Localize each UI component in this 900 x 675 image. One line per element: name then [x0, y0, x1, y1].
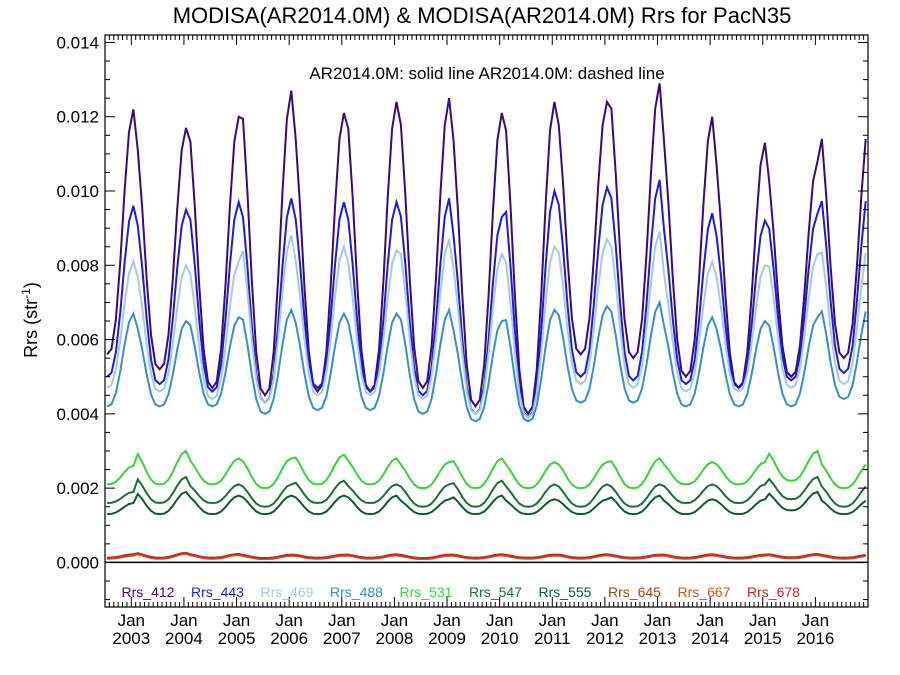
- x-tick-year: 2005: [218, 629, 256, 648]
- x-tick-month: Jan: [749, 611, 776, 630]
- line-style-annotation: AR2014.0M: solid line AR2014.0M: dashed …: [309, 64, 664, 83]
- series-line-rrs-469: [106, 231, 867, 419]
- x-tick-year: 2009: [428, 629, 466, 648]
- x-tick-year: 2010: [481, 629, 519, 648]
- y-tick-label: 0.002: [56, 479, 99, 498]
- y-tick-label: 0.004: [56, 405, 99, 424]
- x-tick-year: 2012: [586, 629, 624, 648]
- series-line-rrs-547: [107, 475, 867, 508]
- x-tick-month: Jan: [802, 611, 829, 630]
- legend-entry: Rrs_547: [469, 584, 522, 600]
- y-tick-label: 0.014: [56, 33, 99, 52]
- x-tick-month: Jan: [644, 611, 671, 630]
- x-axis: Jan2003Jan2004Jan2005Jan2006Jan2007Jan20…: [104, 35, 869, 648]
- x-tick-year: 2011: [534, 629, 571, 648]
- series-line-rrs-443: [106, 179, 867, 420]
- x-tick-month: Jan: [118, 611, 145, 630]
- x-tick-month: Jan: [223, 611, 250, 630]
- x-tick-year: 2003: [112, 629, 150, 648]
- x-tick-month: Jan: [381, 611, 408, 630]
- x-tick-month: Jan: [328, 611, 355, 630]
- y-tick-label: 0.010: [56, 182, 99, 201]
- x-tick-year: 2006: [270, 629, 308, 648]
- x-tick-month: Jan: [696, 611, 723, 630]
- series-line-rrs-667: [107, 552, 866, 561]
- y-axis: 0.000 0.002 0.004 0.006 0.008 0.010 0.012 0.014: [56, 33, 868, 601]
- y-tick-label: 0.008: [56, 256, 99, 275]
- y-axis-label: Rrs (str-1): [19, 282, 41, 358]
- x-tick-year: 2008: [375, 629, 413, 648]
- x-tick-year: 2014: [691, 629, 729, 648]
- series-line-rrs-531: [107, 449, 867, 490]
- x-tick-year: 2004: [165, 629, 203, 648]
- y-tick-label: 0.012: [56, 108, 99, 127]
- legend-entry: Rrs_678: [747, 584, 800, 600]
- legend-entry: Rrs_443: [191, 584, 244, 600]
- x-tick-month: Jan: [486, 611, 513, 630]
- legend-entry: Rrs_667: [678, 584, 731, 600]
- x-tick-month: Jan: [275, 611, 302, 630]
- legend-entry: Rrs_469: [261, 584, 314, 600]
- series-lines: [106, 83, 867, 561]
- legend-entry: Rrs_555: [539, 584, 592, 600]
- x-tick-year: 2007: [323, 629, 361, 648]
- x-tick-year: 2013: [639, 629, 677, 648]
- y-tick-label: 0.000: [56, 553, 99, 572]
- legend-entry: Rrs_531: [400, 584, 453, 600]
- series-line-rrs-678: [107, 551, 866, 560]
- legend-entry: Rrs_488: [330, 584, 383, 600]
- series-line-rrs-488: [106, 299, 867, 423]
- legend-entry: Rrs_412: [122, 584, 175, 600]
- x-tick-year: 2015: [744, 629, 782, 648]
- y-tick-label: 0.006: [56, 331, 99, 350]
- x-tick-year: 2016: [796, 629, 834, 648]
- legend-entry: Rrs_645: [608, 584, 661, 600]
- series-line-rrs-555: [107, 490, 867, 516]
- x-tick-month: Jan: [170, 611, 197, 630]
- chart-title: MODISA(AR2014.0M) & MODISA(AR2014.0M) Rr…: [173, 3, 792, 28]
- legend: Rrs_412 Rrs_443 Rrs_469 Rrs_488 Rrs_531 Rrs_5…: [122, 584, 801, 600]
- x-tick-month: Jan: [433, 611, 460, 630]
- x-tick-month: Jan: [539, 611, 566, 630]
- plot-frame: [104, 34, 869, 608]
- x-tick-month: Jan: [591, 611, 618, 630]
